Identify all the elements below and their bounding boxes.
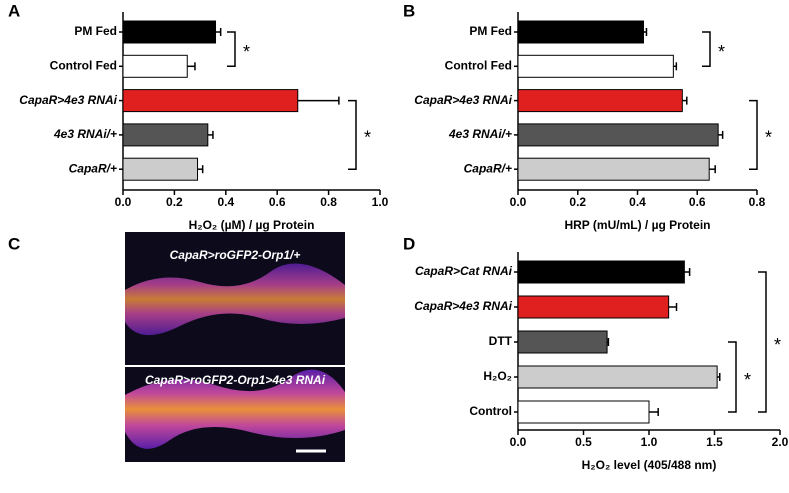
x-tick-label: 1.5 — [706, 435, 723, 449]
y-tick-label: CapaR>Cat RNAi — [415, 264, 513, 278]
y-tick-label: CapaR/+ — [69, 161, 117, 175]
x-tick-label: 0.0 — [115, 195, 132, 209]
panel-letter: D — [403, 234, 415, 253]
x-axis-label: H₂O₂ level (405/488 nm) — [582, 458, 717, 472]
tube-image — [125, 369, 345, 449]
x-tick-label: 0.4 — [629, 195, 646, 209]
x-tick-label: 1.0 — [372, 195, 389, 209]
x-tick-label: 0.5 — [575, 435, 592, 449]
image-caption: CapaR>roGFP2-Orp1/+ — [170, 248, 301, 262]
x-tick-label: 2.0 — [772, 435, 789, 449]
bar — [517, 400, 650, 424]
x-tick-label: 0.0 — [510, 435, 527, 449]
significance-label: * — [364, 128, 371, 148]
y-tick-label: CapaR>4e3 RNAi — [414, 299, 512, 313]
significance-bracket — [227, 31, 236, 68]
x-tick-label: 0.4 — [217, 195, 234, 209]
x-tick-label: 0.0 — [510, 195, 527, 209]
significance-bracket — [702, 31, 711, 68]
y-tick-label: Control — [469, 404, 512, 418]
y-tick-label: PM Fed — [74, 24, 117, 38]
significance-bracket — [758, 271, 767, 413]
bar — [122, 123, 209, 147]
image-caption: CapaR>roGFP2-Orp1>4e3 RNAi — [145, 373, 326, 387]
x-tick-label: 0.6 — [689, 195, 706, 209]
x-tick-label: 1.0 — [641, 435, 658, 449]
y-tick-label: CapaR/+ — [464, 161, 512, 175]
y-tick-label: 4e3 RNAi/+ — [53, 127, 117, 141]
tube-image — [125, 263, 345, 336]
significance-label: * — [243, 42, 250, 62]
bar — [122, 54, 188, 78]
bar — [517, 20, 644, 44]
significance-label: * — [765, 128, 772, 148]
y-tick-label: DTT — [489, 334, 513, 348]
panel-letter: A — [8, 1, 20, 20]
x-tick-label: 0.2 — [166, 195, 183, 209]
bar — [517, 54, 674, 78]
significance-label: * — [718, 42, 725, 62]
y-tick-label: CapaR>4e3 RNAi — [414, 93, 512, 107]
bar — [517, 157, 710, 181]
x-tick-label: 0.6 — [269, 195, 286, 209]
y-tick-label: Control Fed — [445, 58, 512, 72]
significance-bracket — [728, 341, 737, 413]
bar — [122, 89, 299, 113]
bar — [517, 365, 718, 389]
panel-letter: C — [8, 234, 20, 253]
bar — [517, 330, 608, 354]
y-tick-label: PM Fed — [469, 24, 512, 38]
x-tick-label: 0.8 — [749, 195, 766, 209]
image-panel: C CapaR>roGFP2-Orp1/+ CapaR>roGFP2-Orp1>… — [8, 232, 345, 462]
significance-label: * — [744, 370, 751, 390]
panel-letter: B — [403, 1, 415, 20]
bar — [517, 295, 670, 319]
bar — [122, 157, 199, 181]
bar — [517, 89, 683, 113]
x-axis-label: HRP (mU/mL) / µg Protein — [564, 218, 710, 232]
bar — [517, 123, 719, 147]
y-tick-label: 4e3 RNAi/+ — [448, 127, 512, 141]
bar — [517, 260, 685, 284]
significance-bracket — [749, 99, 758, 170]
x-axis-label: H₂O₂ (µM) / µg Protein — [189, 218, 315, 232]
y-tick-label: H₂O₂ — [483, 369, 512, 383]
bar — [122, 20, 217, 44]
significance-label: * — [774, 335, 781, 355]
y-tick-label: Control Fed — [50, 58, 117, 72]
x-tick-label: 0.8 — [320, 195, 337, 209]
x-tick-label: 0.2 — [569, 195, 586, 209]
significance-bracket — [348, 99, 357, 170]
y-tick-label: CapaR>4e3 RNAi — [19, 93, 117, 107]
